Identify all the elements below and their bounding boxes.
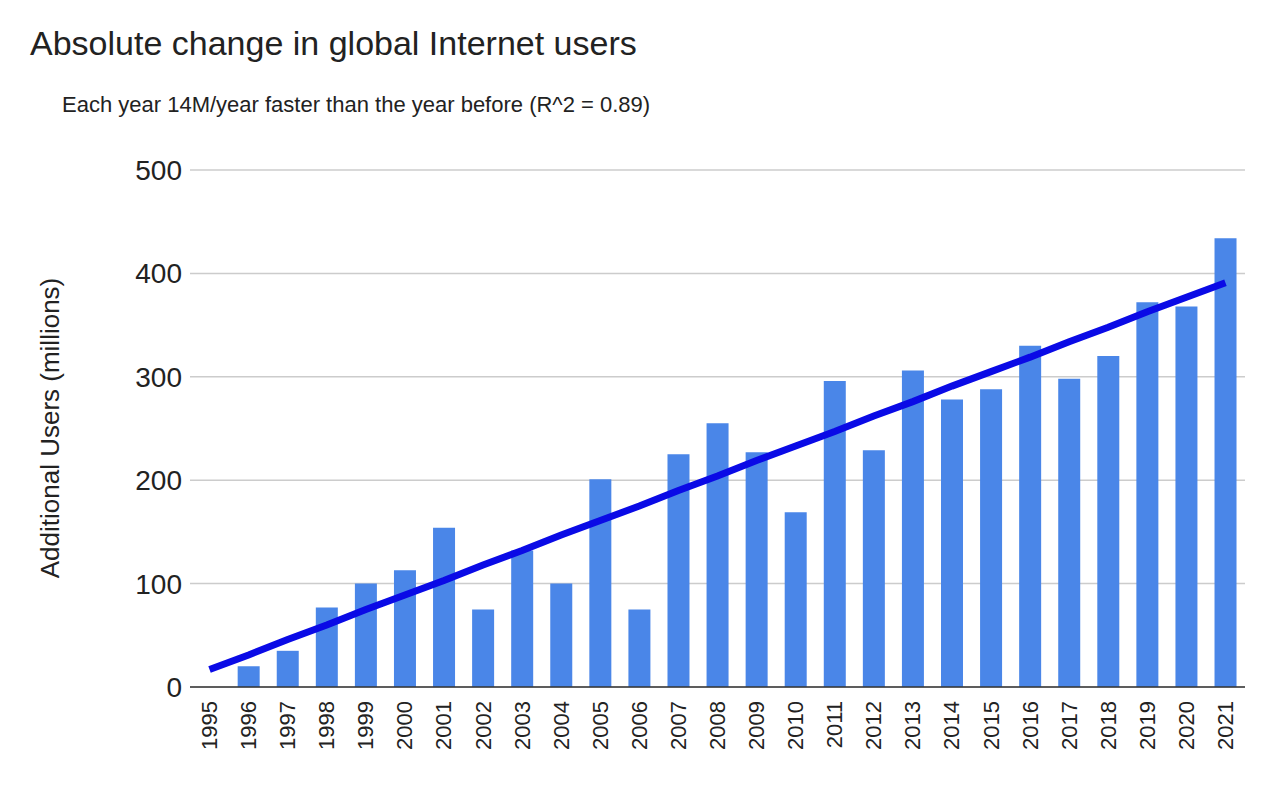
svg-text:2012: 2012 [861,701,886,750]
svg-text:500: 500 [135,155,182,186]
svg-text:100: 100 [135,569,182,600]
svg-text:2004: 2004 [549,701,574,750]
svg-text:400: 400 [135,258,182,289]
html-text:Additional Users (millions): Additional Users (millions) [34,277,65,579]
svg-text:2005: 2005 [588,701,613,750]
svg-text:1995: 1995 [197,701,222,750]
svg-text:2009: 2009 [744,701,769,750]
svg-text:2016: 2016 [1018,701,1043,750]
svg-text:1996: 1996 [236,701,261,750]
svg-text:200: 200 [135,465,182,496]
svg-text:2000: 2000 [392,701,417,750]
svg-text:2017: 2017 [1057,701,1082,750]
svg-text:2011: 2011 [822,701,847,748]
svg-text:2021: 2021 [1213,701,1238,750]
svg-text:2015: 2015 [979,701,1004,750]
svg-text:2010: 2010 [783,701,808,750]
svg-text:300: 300 [135,362,182,393]
html-text:Absolute change in global Inte: Absolute change in global Internet users [30,24,637,62]
svg-text:0: 0 [166,672,182,703]
svg-text:2013: 2013 [900,701,925,750]
svg-text:2014: 2014 [939,701,964,750]
svg-text:2020: 2020 [1174,701,1199,750]
html-text:Each year 14M/year faster than: Each year 14M/year faster than the year … [62,92,651,117]
svg-text:2003: 2003 [510,701,535,750]
svg-text:2001: 2001 [431,701,456,750]
svg-text:1999: 1999 [353,701,378,750]
svg-text:2007: 2007 [666,701,691,750]
svg-text:2019: 2019 [1135,701,1160,750]
svg-text:2018: 2018 [1096,701,1121,750]
svg-text:2006: 2006 [627,701,652,750]
svg-text:1997: 1997 [275,701,300,750]
svg-text:2002: 2002 [471,701,496,750]
svg-text:2008: 2008 [705,701,730,750]
svg-text:1998: 1998 [314,701,339,750]
